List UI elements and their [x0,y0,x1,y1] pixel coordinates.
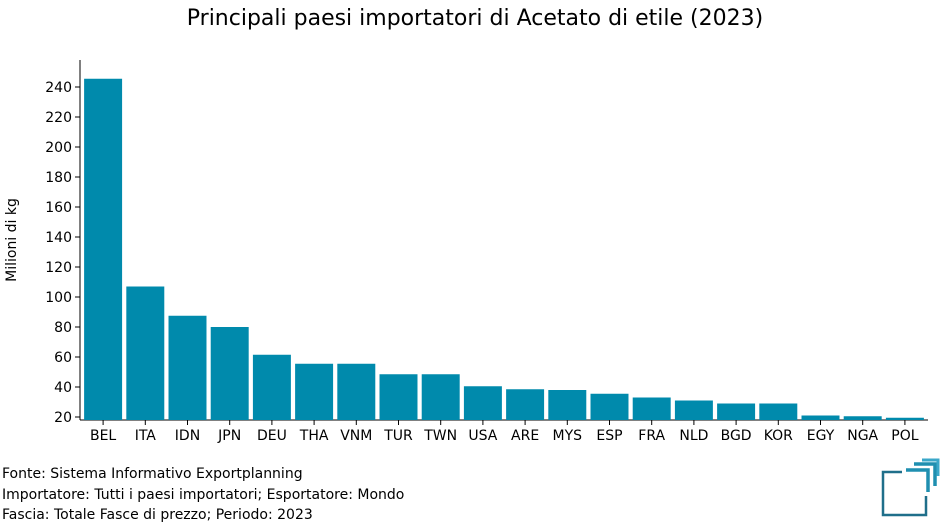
x-tick-label: MYS [553,428,583,444]
x-tick-label: TWN [423,428,457,444]
x-tick-label: DEU [257,428,287,444]
bar-vnm [337,363,376,420]
bar-are [506,389,545,420]
x-tick-label: NGA [847,428,878,444]
bars [84,78,924,420]
footer-source: Fonte: Sistema Informativo Exportplannin… [2,466,303,482]
y-tick-label: 40 [54,380,72,396]
chart-title: Principali paesi importatori di Acetato … [186,6,764,31]
x-tick-label: BGD [721,428,752,444]
x-tick-label: ARE [511,428,539,444]
bar-tha [295,363,334,420]
x-tick-label: POL [891,428,918,444]
bar-pol [885,417,924,420]
bar-mys [548,390,587,420]
x-axis: BEL ITA IDN JPN DEU THA VNM TUR TWN USA ARE MYS ESP F… [80,419,928,444]
exportplanning-logo-icon [878,458,940,520]
y-axis: 20 40 60 80 100 120 140 160 180 200 220 240 [45,60,81,426]
x-tick-label: FRA [638,428,665,444]
x-tick-label: BEL [90,428,116,444]
bar-nld [674,400,713,420]
x-tick-label: JPN [217,428,241,444]
x-tick-label: TUR [383,428,413,444]
x-tick-label: THA [299,428,329,444]
y-tick-label: 80 [54,320,72,336]
bar-twn [421,374,460,420]
y-tick-label: 120 [45,260,72,276]
bar-usa [463,386,502,420]
y-tick-label: 20 [54,410,72,426]
bar-esp [590,393,629,420]
x-tick-label: IDN [175,428,200,444]
y-tick-label: 200 [45,140,72,156]
x-tick-label: VNM [340,428,372,444]
y-tick-label: 160 [45,200,72,216]
y-tick-label: 100 [45,290,72,306]
x-tick-label: KOR [764,428,793,444]
x-tick-label: USA [468,428,497,444]
y-tick-label: 140 [45,230,72,246]
x-tick-label: ESP [596,428,622,444]
x-tick-label: NLD [679,428,708,444]
footer-range: Fascia: Totale Fasce di prezzo; Periodo:… [2,507,313,523]
bar-bel [84,78,123,420]
chart-footer: Fonte: Sistema Informativo Exportplannin… [2,464,404,526]
bar-bgd [717,403,756,420]
y-axis-label: Milioni di kg [4,198,20,282]
bar-fra [632,397,671,420]
bar-ita [126,286,165,420]
x-tick-label: EGY [807,428,835,444]
bar-tur [379,374,418,420]
bar-kor [759,403,798,420]
bar-deu [252,354,291,420]
bar-egy [801,415,840,420]
y-tick-label: 60 [54,350,72,366]
bar-nga [843,416,882,420]
y-tick-label: 240 [45,80,72,96]
bar-jpn [210,327,249,420]
footer-importer: Importatore: Tutti i paesi importatori; … [2,486,405,503]
y-tick-label: 180 [45,170,72,186]
x-tick-label: ITA [135,428,157,444]
bar-idn [168,315,207,420]
y-tick-label: 220 [45,110,72,126]
bar-chart: 20 40 60 80 100 120 140 160 180 200 220 240 BEL ITA I… [4,60,928,444]
